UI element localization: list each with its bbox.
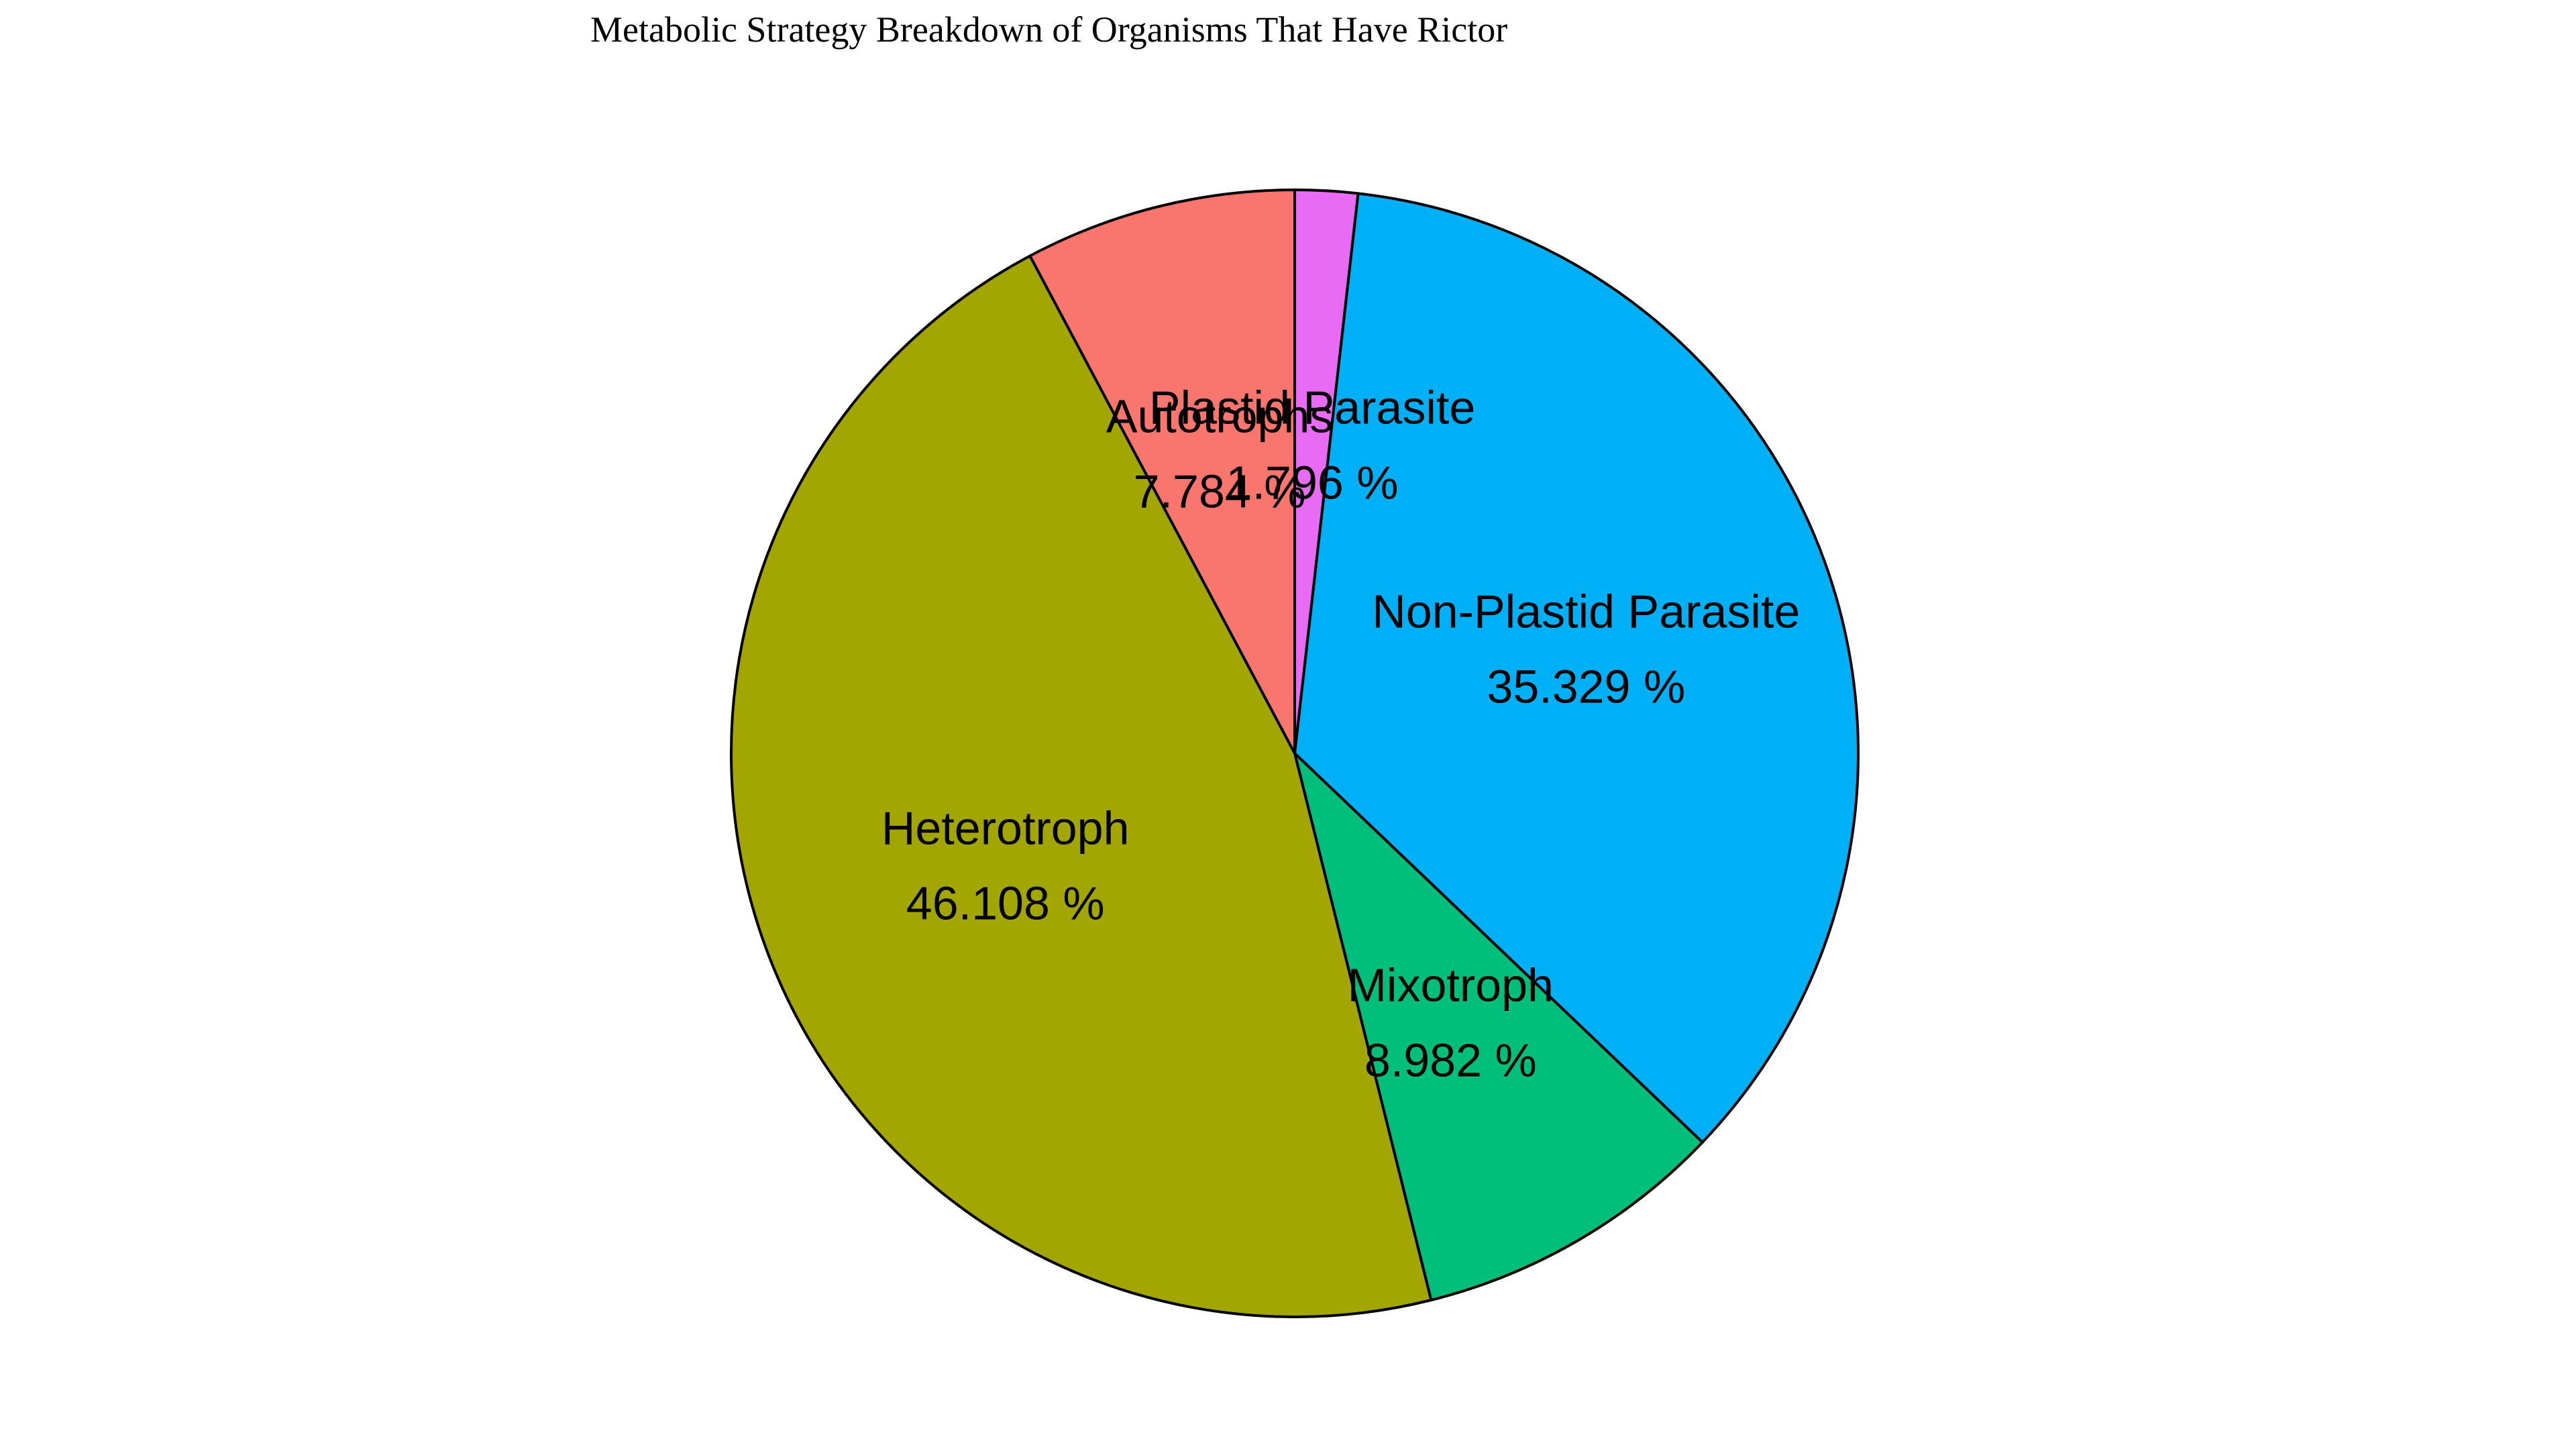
slice-label-plastid-parasite: Plastid Parasite xyxy=(1149,382,1475,434)
slice-value-autotrophs: 7.784 % xyxy=(1134,466,1306,518)
slice-label-mixotroph: Mixotroph xyxy=(1348,959,1554,1011)
slice-value-mixotroph: 8.982 % xyxy=(1364,1034,1537,1086)
slice-value-plastid-parasite: 1.796 % xyxy=(1226,457,1399,509)
pie-slice-non-plastid-parasite xyxy=(1293,192,1860,1144)
chart-title: Metabolic Strategy Breakdown of Organism… xyxy=(590,9,1507,50)
slice-label-heterotroph: Heterotroph xyxy=(881,802,1130,855)
pie-slice-autotrophs xyxy=(1028,189,1296,755)
slice-label-non-plastid-parasite: Non-Plastid Parasite xyxy=(1372,585,1800,637)
pie-slice-heterotroph xyxy=(730,254,1433,1318)
slice-value-non-plastid-parasite: 35.329 % xyxy=(1487,660,1685,712)
pie-slice-mixotroph xyxy=(1293,752,1704,1301)
pie-labels: Plastid Parasite 1.796 % Non-Plastid Paras… xyxy=(881,382,1800,1087)
pie-slices xyxy=(730,189,1860,1318)
slice-value-heterotroph: 46.108 % xyxy=(906,877,1105,930)
slice-label-autotrophs: Autotrophs xyxy=(1106,390,1334,443)
